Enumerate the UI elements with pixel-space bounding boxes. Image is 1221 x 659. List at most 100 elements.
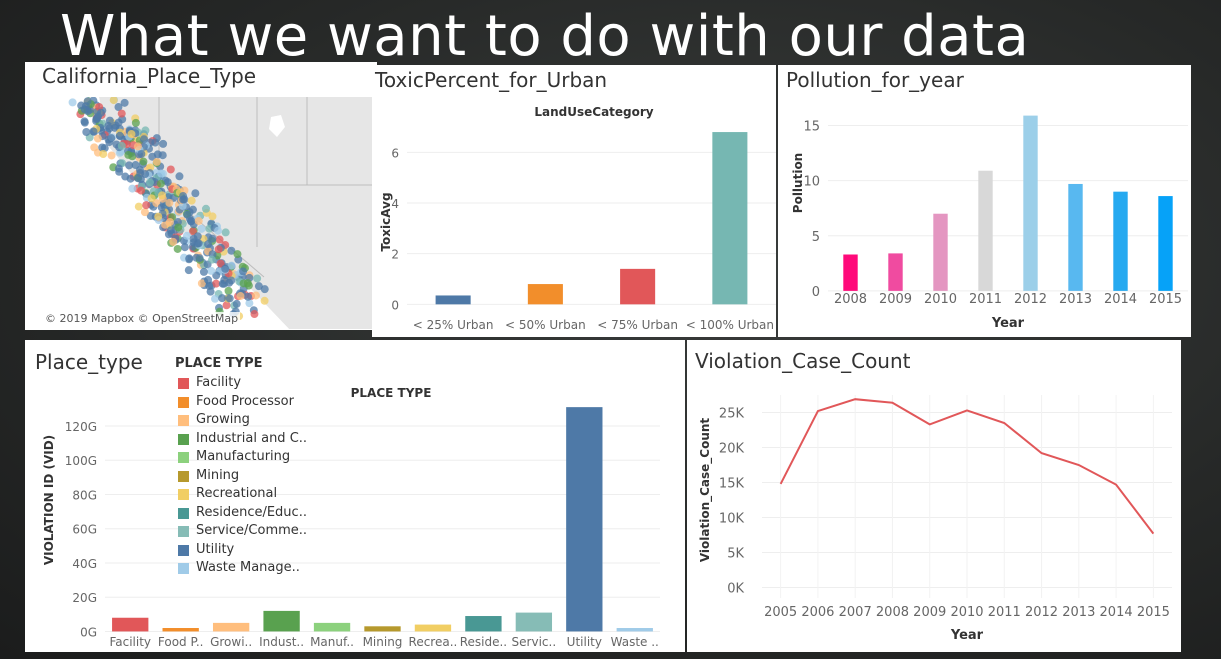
map-point[interactable] [216,259,225,268]
map-point[interactable] [212,271,221,280]
map-point[interactable] [260,285,269,294]
map-point[interactable] [197,279,206,288]
map-point[interactable] [158,151,167,160]
map-point[interactable] [197,224,206,233]
map-point[interactable] [142,201,151,210]
map-point[interactable] [117,141,126,150]
map-point[interactable] [243,279,252,288]
map-point[interactable] [227,246,236,255]
map-point[interactable] [128,184,137,193]
map-point[interactable] [83,97,92,106]
map-point[interactable] [154,212,163,221]
map-point[interactable] [208,234,217,243]
map-point[interactable] [166,165,175,174]
map-point[interactable] [244,292,253,301]
map-point[interactable] [147,194,156,203]
map-point[interactable] [159,139,168,148]
map-point[interactable] [174,223,183,232]
map-point[interactable] [104,121,113,130]
map-point[interactable] [107,151,116,160]
map-point[interactable] [134,174,143,183]
map-point[interactable] [250,310,259,319]
map-point[interactable] [165,198,174,207]
map-point[interactable] [183,210,192,219]
map-point[interactable] [222,301,231,310]
map-point[interactable] [206,287,215,296]
map-point[interactable] [220,275,229,284]
map-point[interactable] [124,150,133,159]
map-point[interactable] [117,109,126,118]
map-point[interactable] [115,131,124,140]
map-point[interactable] [260,296,269,305]
map-point[interactable] [166,226,175,235]
map-point[interactable] [180,243,189,252]
map-point[interactable] [184,266,193,275]
map-point[interactable] [89,127,98,136]
map-point[interactable] [214,245,223,254]
map-point[interactable] [218,294,227,303]
map-point[interactable] [137,149,146,158]
map-point[interactable] [188,227,197,236]
map-point[interactable] [204,240,213,249]
map-point[interactable] [146,163,155,172]
map-point[interactable] [208,255,217,264]
california-map[interactable] [39,97,373,329]
map-point[interactable] [114,103,123,112]
map-point[interactable] [135,165,144,174]
map-point[interactable] [121,172,130,181]
map-point[interactable] [224,286,233,295]
map-point[interactable] [156,179,165,188]
map-point[interactable] [82,127,91,136]
map-point[interactable] [93,134,102,143]
map-point[interactable] [139,135,148,144]
map-point[interactable] [90,143,99,152]
map-point[interactable] [212,279,221,288]
map-point[interactable] [194,216,203,225]
map-point[interactable] [111,121,120,130]
map-point[interactable] [236,292,245,301]
map-point[interactable] [201,204,210,213]
map-point[interactable] [158,191,167,200]
map-point[interactable] [191,189,200,198]
map-point[interactable] [97,108,106,117]
map-point[interactable] [193,239,202,248]
map-point[interactable] [68,98,77,107]
map-point[interactable] [152,157,161,166]
map-point[interactable] [227,261,236,270]
map-point[interactable] [77,101,86,110]
map-point[interactable] [187,196,196,205]
map-point[interactable] [253,274,262,283]
map-point[interactable] [133,142,142,151]
map-point[interactable] [107,134,116,143]
map-point[interactable] [115,167,124,176]
map-point[interactable] [185,254,194,263]
map-point[interactable] [199,267,208,276]
map-point[interactable] [245,299,254,308]
map-point[interactable] [141,126,150,135]
map-point[interactable] [169,237,178,246]
map-point[interactable] [173,244,182,253]
map-point[interactable] [165,217,174,226]
map-point[interactable] [213,226,222,235]
map-point[interactable] [221,228,230,237]
map-point[interactable] [137,186,146,195]
map-point[interactable] [204,275,213,284]
map-point[interactable] [109,97,118,105]
map-point[interactable] [175,172,184,181]
map-point[interactable] [80,117,89,126]
map-point[interactable] [151,138,160,147]
map-point[interactable] [251,291,260,300]
map-point[interactable] [139,157,148,166]
map-point[interactable] [239,267,248,276]
map-point[interactable] [233,250,242,259]
map-point[interactable] [157,169,166,178]
map-point[interactable] [188,205,197,214]
map-point[interactable] [163,178,172,187]
map-point[interactable] [131,118,140,127]
map-point[interactable] [125,161,134,170]
map-point[interactable] [182,231,191,240]
map-point[interactable] [127,130,136,139]
map-point[interactable] [227,276,236,285]
map-point[interactable] [225,294,234,303]
map-point[interactable] [145,178,154,187]
